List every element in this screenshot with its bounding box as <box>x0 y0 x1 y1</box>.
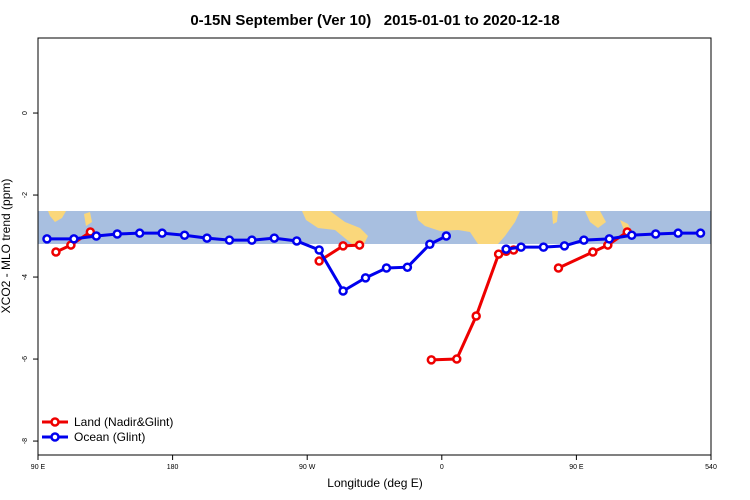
data-point <box>452 354 462 364</box>
data-point <box>51 247 61 257</box>
y-tick-label: -8 <box>22 438 29 444</box>
data-point <box>112 229 123 239</box>
data-point <box>493 249 504 259</box>
data-point <box>426 355 437 365</box>
data-point <box>134 228 145 238</box>
data-point <box>471 311 481 321</box>
data-point <box>516 242 526 252</box>
data-point <box>588 247 598 257</box>
data-point <box>402 262 413 272</box>
data-point <box>314 245 324 255</box>
x-tick-label: 90 E <box>31 464 46 471</box>
data-point <box>425 239 435 249</box>
data-point <box>247 235 257 245</box>
x-tick-label: 90 W <box>299 464 316 471</box>
y-tick-label: -2 <box>22 192 29 198</box>
x-tick-label: 0 <box>440 464 444 471</box>
data-point <box>381 263 392 273</box>
legend-marker <box>50 432 60 442</box>
data-point <box>441 231 452 241</box>
data-point <box>91 231 102 241</box>
data-point <box>360 273 371 283</box>
legend-label: Land (Nadir&Glint) <box>74 415 173 429</box>
data-point <box>42 234 52 244</box>
data-point <box>553 263 564 273</box>
y-tick-label: 0 <box>22 111 29 115</box>
legend-label: Ocean (Glint) <box>74 430 145 444</box>
data-point <box>695 228 706 238</box>
x-axis-label: Longitude (deg E) <box>327 476 422 490</box>
y-tick-label: -4 <box>22 274 29 280</box>
data-point <box>291 236 302 246</box>
data-point <box>179 230 190 240</box>
data-point <box>338 286 348 296</box>
data-point <box>69 234 79 244</box>
data-point <box>338 241 348 251</box>
legend-marker <box>50 417 60 427</box>
data-point <box>157 228 167 238</box>
data-point <box>501 244 511 254</box>
x-tick-label: 180 <box>167 464 179 471</box>
data-point <box>314 256 324 266</box>
data-point <box>269 233 280 243</box>
data-point <box>673 228 683 238</box>
chart-title: 0-15N September (Ver 10) 2015-01-01 to 2… <box>190 12 559 29</box>
data-point <box>224 235 235 245</box>
plot-frame <box>37 37 712 456</box>
data-point <box>538 242 549 252</box>
y-tick-label: -6 <box>22 356 29 362</box>
x-tick-label: 90 E <box>569 464 584 471</box>
data-point <box>604 234 615 244</box>
data-point <box>626 230 637 240</box>
data-point <box>559 241 570 251</box>
data-point <box>202 233 212 243</box>
y-axis-label: XCO2 - MLO trend (ppm) <box>0 179 13 314</box>
data-point <box>579 235 589 245</box>
data-point <box>650 229 661 239</box>
data-point <box>354 240 365 250</box>
x-tick-label: 540 <box>705 464 717 471</box>
map-strip <box>38 211 711 244</box>
